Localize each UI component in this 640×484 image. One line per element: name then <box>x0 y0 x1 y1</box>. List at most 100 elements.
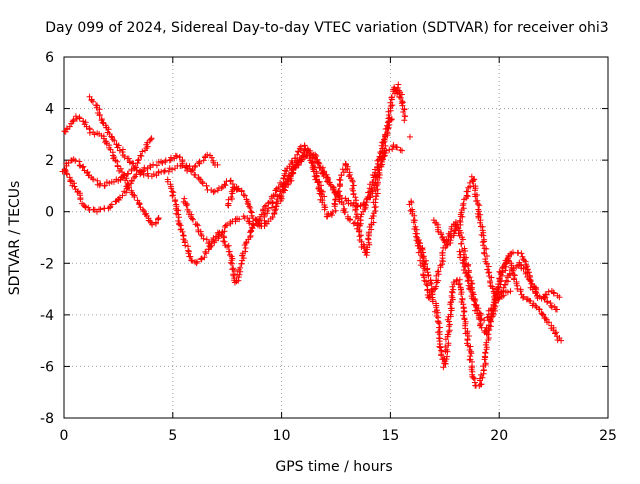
data-point <box>496 276 503 283</box>
data-point <box>346 171 353 178</box>
series-track-9 <box>390 81 409 124</box>
data-point <box>477 381 484 388</box>
data-point <box>224 244 231 250</box>
data-point <box>185 250 192 257</box>
data-point <box>545 288 552 295</box>
data-point <box>71 183 78 190</box>
data-point <box>162 167 168 174</box>
data-point <box>464 278 471 285</box>
data-point <box>76 115 83 122</box>
data-point <box>321 206 328 213</box>
data-point <box>533 289 540 296</box>
data-point <box>337 177 344 184</box>
data-point <box>399 102 406 109</box>
data-point <box>481 367 487 373</box>
data-point <box>278 193 285 200</box>
data-point <box>317 164 324 171</box>
data-point <box>231 268 238 274</box>
data-point <box>253 216 260 223</box>
data-point <box>192 162 199 169</box>
data-point <box>203 250 210 257</box>
data-point <box>553 329 560 336</box>
grid <box>64 57 608 418</box>
data-point <box>108 201 115 208</box>
data-point <box>371 182 378 189</box>
data-point <box>370 219 377 226</box>
data-point <box>149 221 156 228</box>
data-point <box>128 166 135 173</box>
data-point <box>111 137 118 144</box>
data-point <box>89 98 96 105</box>
data-point <box>141 164 148 171</box>
data-point <box>176 154 183 161</box>
data-point <box>150 161 157 168</box>
data-point <box>381 152 388 159</box>
series-track-1 <box>61 113 162 228</box>
data-point <box>476 316 483 323</box>
data-point <box>444 241 451 248</box>
data-point <box>114 163 121 170</box>
data-point <box>344 165 351 172</box>
data-point <box>492 303 499 310</box>
data-point <box>391 84 398 91</box>
data-point <box>431 308 438 315</box>
data-point <box>439 233 446 240</box>
data-point <box>191 164 198 170</box>
data-point <box>461 263 468 270</box>
data-point <box>397 94 404 101</box>
data-point <box>169 166 176 173</box>
data-point <box>507 288 514 295</box>
data-point <box>224 222 230 229</box>
data-point <box>346 217 353 223</box>
data-point <box>235 185 242 192</box>
data-point <box>550 290 557 297</box>
data-point <box>246 220 253 227</box>
data-point <box>481 317 488 324</box>
data-point <box>269 214 276 221</box>
data-point <box>402 113 409 120</box>
data-point <box>114 144 121 151</box>
data-point <box>466 274 473 281</box>
data-point <box>317 187 324 194</box>
data-point <box>410 219 417 226</box>
data-point <box>168 154 174 161</box>
data-point <box>200 235 207 242</box>
data-point <box>195 159 202 166</box>
y-tick-label: -4 <box>40 308 54 324</box>
data-point <box>554 306 560 313</box>
data-point <box>494 294 501 301</box>
data-point <box>214 161 221 168</box>
data-point <box>420 249 426 256</box>
data-point <box>478 371 484 378</box>
data-point <box>297 143 304 150</box>
data-point <box>355 222 362 228</box>
data-point <box>286 173 293 180</box>
data-point <box>119 149 126 155</box>
data-point <box>123 189 130 196</box>
data-point <box>183 202 190 209</box>
data-point <box>522 270 529 277</box>
data-point <box>136 200 143 207</box>
data-point <box>178 226 185 233</box>
data-point <box>147 162 154 169</box>
data-point <box>363 196 370 203</box>
data-point <box>328 212 335 219</box>
x-tick-label: 25 <box>599 428 617 444</box>
data-point <box>374 157 381 164</box>
y-tick-label: -2 <box>40 256 54 272</box>
data-point <box>165 168 172 175</box>
data-point <box>474 197 481 204</box>
data-point <box>289 166 296 173</box>
x-tick-label: 10 <box>273 428 291 444</box>
data-point <box>275 184 282 191</box>
data-point <box>382 126 389 132</box>
data-point <box>203 236 210 243</box>
data-point <box>460 267 467 273</box>
data-point <box>428 280 435 287</box>
data-point <box>121 172 128 179</box>
data-point <box>424 269 431 276</box>
data-point <box>510 249 516 256</box>
data-point <box>173 153 180 160</box>
y-tick-label: 2 <box>45 153 54 169</box>
